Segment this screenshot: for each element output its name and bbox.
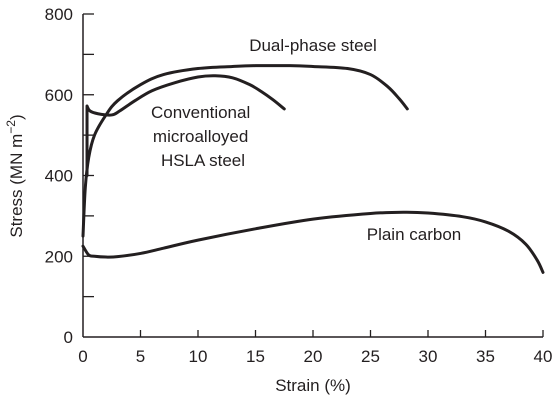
label-hsla-line-1: Conventional — [151, 103, 250, 122]
label-hsla-steel: Conventional microalloyed HSLA steel — [151, 103, 255, 170]
y-tick-label: 800 — [45, 5, 73, 24]
y-tick-label: 0 — [64, 328, 73, 347]
y-axis-title-exponent: −2 — [4, 120, 18, 134]
y-tick-label: 200 — [45, 247, 73, 266]
x-tick-label: 25 — [361, 347, 380, 366]
x-tick-label: 5 — [136, 347, 145, 366]
label-hsla-line-2: microalloyed — [153, 127, 248, 146]
y-tick-label: 600 — [45, 86, 73, 105]
curve-dual-phase-steel — [81, 64, 409, 238]
y-tick-label: 400 — [45, 167, 73, 186]
y-axis-title-main: Stress (MN m — [7, 134, 26, 238]
x-tick-label: 10 — [189, 347, 208, 366]
label-hsla-line-3: HSLA steel — [161, 151, 245, 170]
x-tick-label: 15 — [246, 347, 265, 366]
label-plain-carbon: Plain carbon — [367, 225, 462, 244]
curves — [81, 64, 545, 274]
y-axis-title-close: ) — [7, 114, 26, 120]
plot-frame — [82, 14, 543, 338]
label-dual-phase-steel: Dual-phase steel — [249, 36, 377, 55]
x-axis-ticks: 0 5 10 15 20 25 30 35 40 — [78, 330, 552, 366]
x-axis-title: Strain (%) — [275, 376, 351, 395]
x-tick-label: 40 — [534, 347, 553, 366]
curve-hsla-steel — [85, 74, 286, 177]
y-axis-title: Stress (MN m−2) — [4, 114, 26, 237]
curve-plain-carbon — [81, 210, 545, 274]
x-tick-label: 0 — [78, 347, 87, 366]
x-tick-label: 30 — [419, 347, 438, 366]
x-tick-label: 20 — [304, 347, 323, 366]
x-tick-label: 35 — [476, 347, 495, 366]
